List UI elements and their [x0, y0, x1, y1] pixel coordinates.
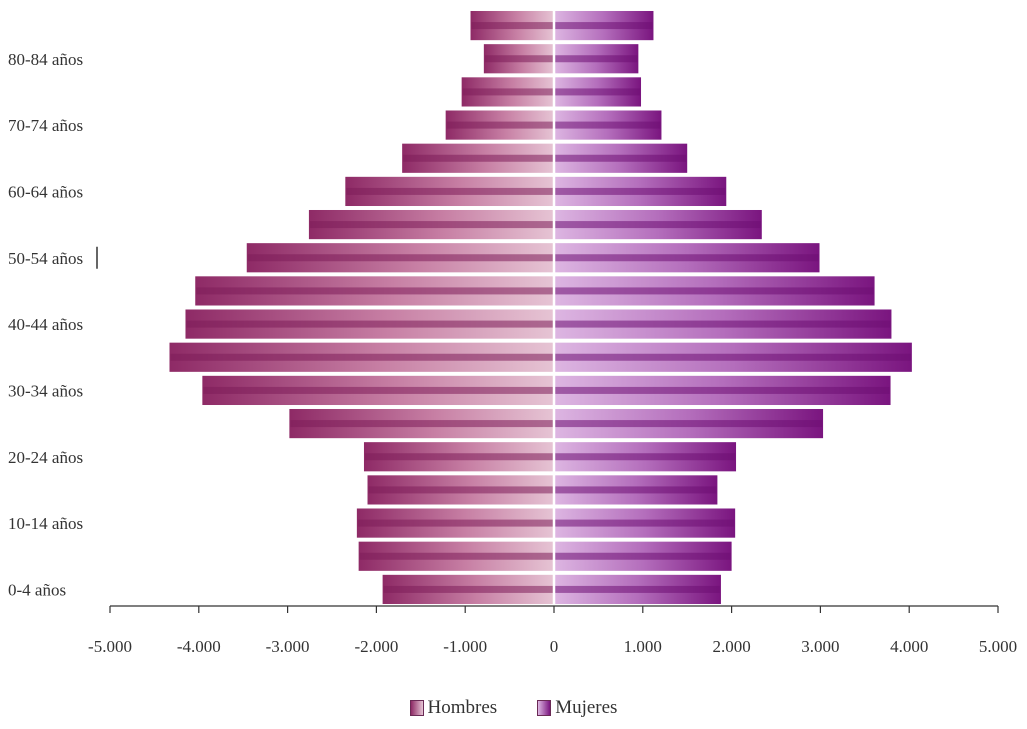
- y-category-label: 70-74 años: [8, 116, 83, 135]
- bar-hombres-band-45-49-a-os: [196, 287, 554, 295]
- bar-hombres-band-30-34-a-os: [203, 386, 554, 394]
- bar-mujeres-band-80-84-a-os: [555, 55, 638, 63]
- x-tick-label: 5.000: [979, 637, 1017, 656]
- bar-mujeres-band-55-59-a-os: [555, 221, 761, 229]
- bar-mujeres-band-65-69-a-os: [555, 154, 687, 162]
- bar-mujeres-band-85-a-os: [555, 22, 653, 30]
- y-category-label: 10-14 años: [8, 514, 83, 533]
- category-axis: 0-4 años 10-14 años 20-24 años 30-34 años 40…: [8, 50, 98, 599]
- legend-label-hombres: Hombres: [427, 697, 498, 718]
- x-tick-label: -2.000: [354, 637, 398, 656]
- bar-mujeres-band-0-4-a-os: [555, 585, 720, 593]
- y-category-label: 20-24 años: [8, 448, 83, 467]
- bar-hombres-band-35-39-a-os: [170, 353, 553, 361]
- y-category-label: 60-64 años: [8, 182, 83, 201]
- y-category-label: 80-84 años: [8, 50, 83, 69]
- bar-hombres-band-60-64-a-os: [346, 187, 553, 195]
- x-tick-label: 2.000: [712, 637, 750, 656]
- bar-hombres-band-20-24-a-os: [364, 453, 553, 461]
- bar-hombres-band-0-4-a-os: [383, 585, 553, 593]
- x-tick-label: -4.000: [177, 637, 221, 656]
- x-tick-label: 3.000: [801, 637, 839, 656]
- legend-swatch-mujeres: [537, 700, 552, 716]
- bar-mujeres-band-45-49-a-os: [555, 287, 874, 295]
- x-tick-label: 0: [550, 637, 559, 656]
- legend-swatch-hombres: [409, 700, 424, 716]
- bar-hombres-band-85-a-os: [471, 22, 553, 30]
- bar-mujeres-band-35-39-a-os: [555, 353, 911, 361]
- bar-mujeres-band-20-24-a-os: [555, 453, 736, 461]
- bars-group: [169, 9, 912, 606]
- bar-hombres-band-50-54-a-os: [247, 254, 553, 262]
- bar-mujeres-band-25-29-a-os: [555, 420, 823, 428]
- bar-mujeres-band-70-74-a-os: [555, 121, 661, 129]
- bar-mujeres-band-60-64-a-os: [555, 187, 726, 195]
- y-category-label: 30-34 años: [8, 381, 83, 400]
- x-tick-label: -3.000: [266, 637, 310, 656]
- y-category-label: 40-44 años: [8, 315, 83, 334]
- bar-hombres-band-40-44-a-os: [186, 320, 554, 328]
- bar-hombres-band-15-19-a-os: [368, 486, 553, 494]
- bar-hombres-band-5-9-a-os: [359, 552, 553, 560]
- legend-item-hombres: Hombres: [409, 697, 498, 719]
- bar-hombres-band-10-14-a-os: [357, 519, 553, 527]
- bar-mujeres-band-15-19-a-os: [555, 486, 717, 494]
- legend-item-mujeres: Mujeres: [537, 697, 617, 719]
- bar-hombres-band-75-79-a-os: [462, 88, 553, 96]
- x-tick-label: 1.000: [624, 637, 662, 656]
- legend-label-mujeres: Mujeres: [555, 697, 618, 718]
- bar-mujeres-band-50-54-a-os: [555, 254, 819, 262]
- bar-mujeres-band-30-34-a-os: [555, 386, 890, 394]
- bar-hombres-band-55-59-a-os: [309, 221, 553, 229]
- bar-hombres-band-25-29-a-os: [290, 420, 553, 428]
- bar-mujeres-band-75-79-a-os: [555, 88, 641, 96]
- x-axis: -5.000 -4.000 -3.000 -2.000 -1.000 0 1.000 2.00…: [88, 605, 1017, 656]
- bar-hombres-band-65-69-a-os: [403, 154, 553, 162]
- bar-mujeres-band-40-44-a-os: [555, 320, 891, 328]
- y-category-label: 0-4 años: [8, 580, 66, 599]
- bar-mujeres-band-10-14-a-os: [555, 519, 735, 527]
- bar-hombres-band-80-84-a-os: [484, 55, 553, 63]
- bar-mujeres-band-5-9-a-os: [555, 552, 731, 560]
- x-tick-label: 4.000: [890, 637, 928, 656]
- x-tick-label: -1.000: [443, 637, 487, 656]
- legend: Hombres Mujeres: [0, 697, 1027, 719]
- y-category-label: 50-54 años: [8, 249, 83, 268]
- x-tick-label: -5.000: [88, 637, 132, 656]
- bar-hombres-band-70-74-a-os: [446, 121, 553, 129]
